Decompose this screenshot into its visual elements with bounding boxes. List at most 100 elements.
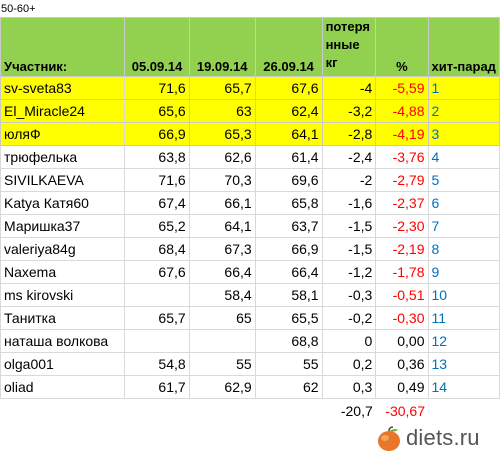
table-row: трюфелька 63,8 62,6 61,4 -2,4 -3,76 4 — [0, 145, 500, 169]
diets-logo: diets.ru — [376, 424, 496, 456]
table-row: Маришка37 65,2 64,1 63,7 -1,5 -2,30 7 — [0, 214, 500, 238]
hitparade-rank: 11 — [427, 306, 500, 330]
loss-header: потеря нные кг — [321, 17, 377, 77]
hitparade-rank: 4 — [427, 145, 500, 169]
hitparade-rank: 10 — [427, 283, 500, 307]
weight-loss-kg: 0 — [321, 329, 377, 353]
weight-date-1: 54,8 — [124, 352, 190, 376]
weight-date-2: 65 — [188, 306, 256, 330]
weight-date-3: 69,6 — [254, 168, 323, 192]
weight-date-1: 61,7 — [124, 375, 190, 399]
weight-loss-percent: 0,49 — [375, 375, 429, 399]
weight-date-1: 71,6 — [124, 76, 190, 100]
weight-date-3: 58,1 — [254, 283, 323, 307]
weight-loss-percent: -0,51 — [375, 283, 429, 307]
weight-loss-percent: -3,76 — [375, 145, 429, 169]
weight-date-2: 62,9 — [188, 375, 256, 399]
site-name: diets.ru — [406, 425, 480, 450]
weight-date-2: 67,3 — [188, 237, 256, 261]
weight-loss-kg: -2,4 — [321, 145, 377, 169]
hitparade-rank: 9 — [427, 260, 500, 284]
participant-name: Танитка — [0, 306, 126, 330]
table-row: Танитка 65,7 65 65,5 -0,2 -0,30 11 — [0, 306, 500, 330]
weight-date-3: 66,4 — [254, 260, 323, 284]
weight-date-2: 65,7 — [188, 76, 256, 100]
participant-name: трюфелька — [0, 145, 126, 169]
weight-loss-kg: -3,2 — [321, 99, 377, 123]
weight-loss-kg: -1,5 — [321, 214, 377, 238]
participant-name: olga001 — [0, 352, 126, 376]
participant-name: SIVILKAEVA — [0, 168, 126, 192]
hitparade-rank: 8 — [427, 237, 500, 261]
hitparade-rank: 5 — [427, 168, 500, 192]
weight-date-1: 67,6 — [124, 260, 190, 284]
apple-logo-icon — [378, 426, 400, 451]
table-row: ms kirovski 58,4 58,1 -0,3 -0,51 10 — [0, 283, 500, 307]
weight-date-1: 71,6 — [124, 168, 190, 192]
weight-date-3: 67,6 — [254, 76, 323, 100]
weight-date-3: 64,1 — [254, 122, 323, 146]
weight-date-1: 65,2 — [124, 214, 190, 238]
weight-date-3: 61,4 — [254, 145, 323, 169]
weight-date-2 — [188, 329, 256, 353]
weight-loss-percent: 0,36 — [375, 352, 429, 376]
totals-row: -20,7 -30,67 — [1, 399, 500, 424]
loss-header-line-2: нные — [325, 37, 360, 52]
participant-name: Naxema — [0, 260, 126, 284]
empty-cell — [125, 399, 189, 424]
weight-loss-percent: -2,37 — [375, 191, 429, 215]
empty-cell — [1, 399, 125, 424]
weight-date-3: 65,8 — [254, 191, 323, 215]
weight-loss-percent: -4,88 — [375, 99, 429, 123]
weight-date-1: 66,9 — [124, 122, 190, 146]
weight-loss-percent: -2,19 — [375, 237, 429, 261]
participant-name: sv-sveta83 — [0, 76, 126, 100]
weight-loss-kg: -0,2 — [321, 306, 377, 330]
header-row: Участник: 05.09.14 19.09.14 26.09.14 пот… — [0, 17, 500, 77]
weight-date-2: 65,3 — [188, 122, 256, 146]
weight-date-2: 66,4 — [188, 260, 256, 284]
table-row: El_Miracle24 65,6 63 62,4 -3,2 -4,88 2 — [0, 99, 500, 123]
weight-date-1: 68,4 — [124, 237, 190, 261]
participant-name: наташа волкова — [0, 329, 126, 353]
date-header-2: 19.09.14 — [188, 17, 256, 77]
participant-name: valeriya84g — [0, 237, 126, 261]
weight-date-1: 65,6 — [124, 99, 190, 123]
participant-header: Участник: — [0, 17, 126, 77]
sheet-group-label: 50-60+ — [1, 3, 36, 15]
table-row: наташа волкова 68,8 0 0,00 12 — [0, 329, 500, 353]
weight-date-2: 55 — [188, 352, 256, 376]
weight-loss-kg: -1,6 — [321, 191, 377, 215]
weight-date-3: 55 — [254, 352, 323, 376]
weight-date-2: 58,4 — [188, 283, 256, 307]
table-row: Naxema 67,6 66,4 66,4 -1,2 -1,78 9 — [0, 260, 500, 284]
table-row: SIVILKAEVA 71,6 70,3 69,6 -2 -2,79 5 — [0, 168, 500, 192]
weight-loss-kg: 0,2 — [321, 352, 377, 376]
participant-name: Katya Катя60 — [0, 191, 126, 215]
weight-date-3: 62,4 — [254, 99, 323, 123]
weight-date-3: 63,7 — [254, 214, 323, 238]
total-loss-percent: -30,67 — [385, 403, 425, 419]
hitparade-rank: 1 — [427, 76, 500, 100]
weight-loss-kg: -4 — [321, 76, 377, 100]
weight-loss-percent: -2,30 — [375, 214, 429, 238]
table-row: oliad 61,7 62,9 62 0,3 0,49 14 — [0, 375, 500, 399]
weight-loss-kg: 0,3 — [321, 375, 377, 399]
weight-date-2: 66,1 — [188, 191, 256, 215]
weight-date-2: 62,6 — [188, 145, 256, 169]
weight-loss-percent: 0,00 — [375, 329, 429, 353]
weight-date-1: 67,4 — [124, 191, 190, 215]
weight-date-1 — [124, 329, 190, 353]
participant-name: Маришка37 — [0, 214, 126, 238]
weight-date-2: 64,1 — [188, 214, 256, 238]
empty-cell — [255, 399, 322, 424]
hitparade-rank: 13 — [427, 352, 500, 376]
table-row: Katya Катя60 67,4 66,1 65,8 -1,6 -2,37 6 — [0, 191, 500, 215]
table-row: юляФ 66,9 65,3 64,1 -2,8 -4,19 3 — [0, 122, 500, 146]
weight-date-2: 63 — [188, 99, 256, 123]
weight-loss-percent: -0,30 — [375, 306, 429, 330]
weight-loss-kg: -2,8 — [321, 122, 377, 146]
date-header-1: 05.09.14 — [124, 17, 190, 77]
weight-date-3: 66,9 — [254, 237, 323, 261]
empty-cell — [428, 399, 500, 424]
